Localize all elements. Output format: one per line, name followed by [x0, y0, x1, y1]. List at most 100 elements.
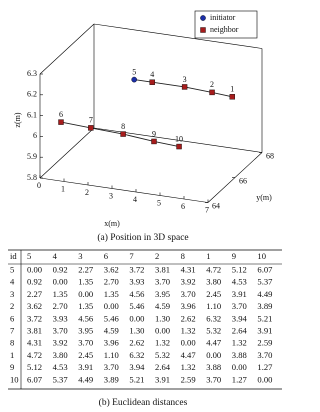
table-cell: 3.89 — [257, 301, 272, 311]
table-cell: 3.62 — [104, 264, 119, 274]
point — [58, 119, 64, 125]
link-line — [60, 81, 233, 147]
table-cell: 5.32 — [155, 350, 170, 360]
table-cell: 2 — [10, 301, 14, 311]
table-cell: 3.70 — [78, 338, 93, 348]
z-tick-label: 6 — [33, 131, 37, 140]
table-cell: 5 — [27, 251, 31, 261]
table-cell: 1.10 — [104, 350, 119, 360]
table-cell: 8 — [10, 338, 14, 348]
table-cell: 0.92 — [53, 264, 68, 274]
table-cell: 4.47 — [181, 350, 197, 360]
table-cell: 3.70 — [181, 289, 196, 299]
x-tick-label: 6 — [181, 202, 185, 211]
table-cell: 3.80 — [53, 350, 68, 360]
table-cell: 3.70 — [104, 362, 119, 372]
table-cell: 1 — [10, 350, 14, 360]
z-tick-label: 6.2 — [27, 90, 37, 99]
y-tick-label: 66 — [239, 176, 247, 185]
y-tick-label: 68 — [266, 151, 274, 160]
z-axis-label: z(m) — [13, 112, 22, 127]
table-cell: 3.91 — [257, 325, 272, 335]
table-cell: 1.32 — [181, 325, 196, 335]
table-cell: 2.62 — [129, 338, 144, 348]
table-cell: 1.30 — [129, 325, 144, 335]
point-label: 6 — [59, 110, 63, 119]
table-cell: 3 — [78, 251, 82, 261]
z-tick-label: 6.3 — [27, 69, 37, 78]
x-tick-label: 1 — [61, 184, 65, 193]
point — [88, 125, 94, 131]
table-cell: 2.59 — [181, 374, 196, 384]
table-cell: 4.72 — [206, 264, 221, 274]
table-cell: 2 — [155, 251, 159, 261]
table-cell: 2.62 — [181, 313, 196, 323]
table-cell: 1.27 — [257, 362, 273, 372]
caption: (b) Euclidean distances — [99, 397, 188, 408]
axis-box-edge — [93, 23, 263, 49]
table-cell: 3.70 — [257, 350, 272, 360]
table-cell: 3.72 — [129, 264, 144, 274]
point-label: 4 — [150, 70, 154, 79]
table-cell: 3.94 — [129, 362, 145, 372]
table-cell: 3.62 — [27, 301, 42, 311]
table-cell: id — [10, 251, 17, 261]
table-cell: 4.31 — [27, 338, 42, 348]
table-cell: 2.45 — [206, 289, 221, 299]
table-cell: 2.45 — [78, 350, 93, 360]
table-cell: 6.07 — [27, 374, 43, 384]
point — [131, 76, 137, 83]
x-tick-label: 4 — [133, 195, 137, 204]
point-label: 3 — [183, 75, 187, 84]
table-cell: 1.35 — [78, 277, 93, 287]
table-cell: 2.27 — [27, 289, 43, 299]
point — [209, 89, 215, 96]
point — [151, 138, 157, 145]
axis-box-edge — [39, 127, 95, 179]
point — [120, 131, 126, 137]
table-cell: 0.00 — [232, 362, 247, 372]
table-cell: 2.64 — [232, 325, 248, 335]
legend-box — [194, 10, 258, 39]
table-cell: 3.81 — [27, 325, 42, 335]
table-cell: 0.00 — [129, 313, 144, 323]
table-cell: 5.21 — [257, 313, 272, 323]
table-cell: 5.46 — [104, 313, 120, 323]
point — [181, 84, 188, 90]
table-cell: 5.12 — [27, 362, 42, 372]
z-tick-label: 5.9 — [27, 152, 37, 161]
table-cell: 1.35 — [78, 301, 93, 311]
point-label: 8 — [121, 122, 125, 131]
table-cell: 3.70 — [155, 277, 170, 287]
x-tick-label: 5 — [157, 198, 161, 207]
table-cell: 9 — [10, 362, 14, 372]
table-cell: 4.72 — [27, 350, 42, 360]
table-cell: 1.10 — [206, 301, 221, 311]
table-cell: 3.96 — [104, 338, 120, 348]
link-line — [134, 79, 153, 83]
table-cell: 2.70 — [53, 301, 68, 311]
table-cell: 4.53 — [53, 362, 68, 372]
legend-marker — [200, 15, 206, 21]
legend-label: neighbor — [210, 25, 239, 34]
x-axis-label: x(m) — [104, 219, 120, 228]
table-cell: 2.70 — [104, 277, 119, 287]
point-label: 1 — [230, 85, 234, 94]
y-tick-label: 64 — [212, 201, 220, 210]
table-cell: 4 — [53, 251, 58, 261]
y-axis-label: y(m) — [256, 193, 272, 202]
table-cell: 4.53 — [232, 277, 247, 287]
table-cell: 3.89 — [104, 374, 119, 384]
point-label: 7 — [89, 116, 93, 125]
table-cell: 3.72 — [27, 313, 42, 323]
table-cell: 3.88 — [232, 350, 247, 360]
table-cell: 2.27 — [78, 264, 94, 274]
point — [149, 79, 155, 85]
z-tick-label: 6.1 — [27, 110, 37, 119]
table-cell: 3.88 — [206, 362, 221, 372]
table-cell: 0.00 — [104, 301, 119, 311]
table-cell: 7 — [10, 325, 15, 335]
table-cell: 3.70 — [206, 374, 221, 384]
table-cell: 8 — [181, 251, 185, 261]
table-cell: 4.47 — [206, 338, 222, 348]
